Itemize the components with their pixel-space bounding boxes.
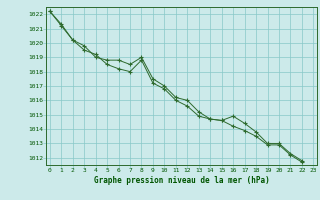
X-axis label: Graphe pression niveau de la mer (hPa): Graphe pression niveau de la mer (hPa)	[94, 176, 269, 185]
